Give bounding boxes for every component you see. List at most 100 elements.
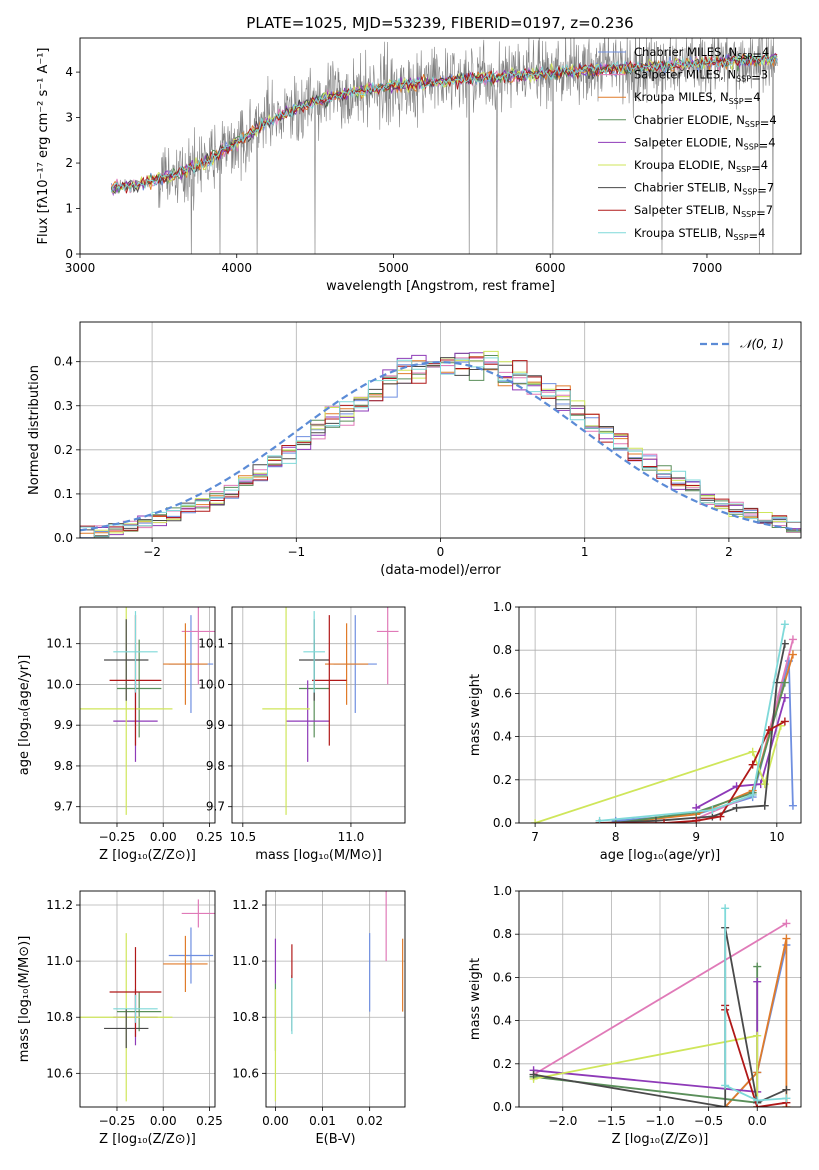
y-tick-label: 0.2 (493, 773, 512, 787)
legend-ssp: SSP (729, 97, 744, 106)
x-tick-label: 3000 (65, 261, 96, 275)
x-tick-label: −1.0 (645, 1114, 674, 1128)
panel-mass_vs_ebv: 0.00 0.01 0.02 10.6 10.8 11.0 11.2 E(B-V) (232, 890, 406, 1147)
legend-model-name: Chabrier ELODIE (634, 113, 729, 127)
weight-series-line (615, 682, 786, 823)
weight-point-marker (748, 790, 757, 799)
weight-point-marker (595, 816, 604, 823)
axes-frame (231, 606, 406, 824)
weight-point-marker (788, 635, 797, 644)
weight-series-line (534, 725, 782, 823)
legend-entry: Chabrier MILES, NSSP=4 (634, 45, 769, 62)
x-axis-label: Z [log₁₀(Z/Z⊙)] (99, 848, 196, 863)
legend-nssp: 4 (768, 135, 775, 149)
axes-frame (518, 890, 802, 1108)
plot-area-mass_vs_ebv (274, 891, 404, 1102)
x-tick-label: −0.5 (694, 1114, 723, 1128)
y-tick-label: 0.4 (493, 730, 512, 744)
y-tick-label: 10.6 (46, 1066, 73, 1080)
plot-area-mass_vs_Z (80, 899, 215, 1102)
legend-entry: Kroupa ELODIE, NSSP=4 (634, 158, 768, 175)
y-tick-label: 0.8 (493, 643, 512, 657)
y-axis-label: Flux [fλ10⁻¹⁷ erg cm⁻² s⁻¹ A⁻¹] (36, 48, 51, 245)
legend-ssp: SSP (742, 188, 757, 197)
legend-entry: Kroupa STELIB, NSSP=4 (634, 226, 766, 243)
legend-nssp: 4 (761, 158, 768, 172)
legend-n: N (727, 68, 736, 82)
legend-entry: Chabrier ELODIE, NSSP=4 (634, 113, 777, 130)
y-tick-label: 0.2 (493, 1057, 512, 1071)
panel-age_vs_mass: 10.5 11.0 9.7 9.8 9.9 10.0 10.1 mass [log₁₀(M/M… (198, 606, 406, 863)
y-axis-label: mass [log₁₀(M/M⊙)] (17, 936, 32, 1063)
x-axis-label: E(B-V) (315, 1132, 355, 1147)
x-tick-label: 4000 (221, 261, 252, 275)
weight-point-marker (692, 816, 701, 823)
weight-point-marker (782, 919, 791, 928)
x-tick-label: 0.00 (150, 830, 177, 844)
legend-ssp: SSP (741, 210, 756, 219)
legend-ssp: SSP (744, 142, 759, 151)
weight-point-marker (764, 726, 773, 735)
axes-frame (79, 606, 216, 824)
weight-point-marker (780, 693, 789, 702)
legend-entry: Salpeter MILES, NSSP=3 (634, 68, 768, 85)
y-tick-label: 0.0 (54, 531, 73, 545)
x-tick-label: 10.5 (229, 830, 256, 844)
x-tick-label: 2 (725, 545, 733, 559)
plot-area-weight_vs_age (531, 620, 797, 823)
x-tick-label: −0.25 (99, 1114, 136, 1128)
y-tick-label: 10.8 (46, 1010, 73, 1024)
legend-model-name: Kroupa ELODIE (634, 158, 720, 172)
panel-weight_vs_Z: −2.0 −1.5 −1.0 −0.5 0.0 0.0 0.2 0.4 0.6 0.8 1.0 Z [… (468, 884, 802, 1147)
x-tick-label: −2.0 (548, 1114, 577, 1128)
x-tick-label: −2 (143, 545, 161, 559)
y-tick-label: 0.0 (493, 816, 512, 830)
y-tick-label: 1.0 (493, 600, 512, 614)
x-tick-label: 10 (769, 830, 784, 844)
weight-series-line (533, 1034, 759, 1107)
y-tick-label: 10.1 (46, 637, 73, 651)
axes-frame (265, 890, 406, 1108)
panel-age_vs_Z: −0.25 0.00 0.25 9.7 9.8 9.9 10.0 10.1 Z [log₁₀(Z… (17, 606, 223, 863)
legend-model-name: Salpeter STELIB (634, 203, 725, 217)
x-tick-label: 9 (692, 830, 700, 844)
y-tick-label: 11.2 (232, 898, 259, 912)
x-tick-label: 0.00 (262, 1114, 289, 1128)
legend-n: N (729, 45, 738, 59)
weight-point-marker (721, 1103, 730, 1107)
x-tick-label: 11.0 (338, 830, 365, 844)
weight-series-line (533, 922, 787, 1076)
x-axis-label: (data-model)/error (380, 563, 501, 578)
x-tick-label: 7 (531, 830, 539, 844)
weight-point-marker (716, 812, 725, 821)
legend-nssp: 7 (766, 203, 773, 217)
weight-point-marker (782, 1085, 791, 1094)
weight-point-marker (753, 962, 762, 971)
y-tick-label: 10.0 (198, 677, 225, 691)
y-tick-label: 4 (65, 65, 73, 79)
legend-separator: , (725, 203, 732, 217)
legend-separator: , (720, 158, 727, 172)
plot-area-weight_vs_Z (529, 904, 791, 1107)
legend-nssp: 4 (753, 90, 760, 104)
legend-separator: , (713, 90, 720, 104)
legend-entry: Salpeter ELODIE, NSSP=4 (634, 135, 776, 152)
x-tick-label: 0.0 (748, 1114, 767, 1128)
y-tick-label: 10.8 (232, 1010, 259, 1024)
model-spectrum-line (111, 54, 778, 194)
legend-nssp: 4 (769, 113, 776, 127)
y-tick-label: 10.1 (198, 637, 225, 651)
legend-gaussian: 𝒩(0, 1) (740, 337, 784, 351)
legend-n: N (736, 113, 745, 127)
x-tick-label: −0.25 (99, 830, 136, 844)
y-axis-label: age [log₁₀(age/yr)] (17, 655, 32, 776)
weight-series-line (695, 697, 786, 809)
legend-ssp: SSP (745, 120, 760, 129)
legend-ssp: SSP (737, 52, 752, 61)
weight-point-marker (780, 717, 789, 726)
legend-separator: , (726, 181, 733, 195)
y-tick-label: 0.6 (493, 686, 512, 700)
legend-separator: , (721, 45, 728, 59)
weight-point-marker (748, 747, 757, 756)
weight-series-line (533, 966, 759, 1104)
